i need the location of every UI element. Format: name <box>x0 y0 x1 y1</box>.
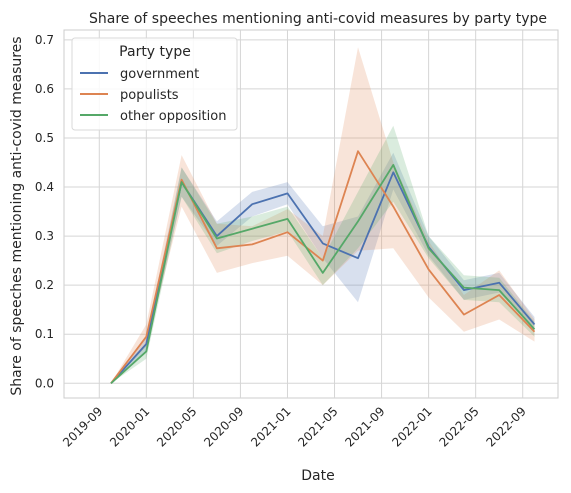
legend-entry: other opposition <box>120 109 226 124</box>
y-tick-labels: 0.0 0.1 0.2 0.3 0.4 0.5 0.6 0.7 <box>35 33 54 390</box>
confidence-band-1 <box>111 47 535 384</box>
legend: Party type government populists other oppo… <box>71 37 238 131</box>
series-line-1 <box>110 150 536 384</box>
y-tick-label: 0.7 <box>35 33 54 47</box>
y-axis-label: Share of speeches mentioning anti-covid … <box>9 36 25 395</box>
x-tick-label: 2019-09 <box>60 404 105 449</box>
legend-box <box>71 37 238 131</box>
x-tick-label: 2020-05 <box>154 404 199 449</box>
x-tick-label: 2021-01 <box>248 404 293 449</box>
confidence-bands <box>111 47 535 384</box>
y-tick-label: 0.3 <box>35 229 54 243</box>
y-tick-label: 0.4 <box>35 180 54 194</box>
x-tick-label: 2020-09 <box>201 404 246 449</box>
legend-entry: populists <box>120 88 179 103</box>
x-tick-label: 2020-01 <box>107 404 152 449</box>
confidence-band-0 <box>111 152 535 384</box>
legend-title: Party type <box>119 44 191 60</box>
x-tick-label: 2021-09 <box>342 404 387 449</box>
chart-title: Share of speeches mentioning anti-covid … <box>89 11 547 27</box>
y-tick-label: 0.2 <box>35 278 54 292</box>
x-tick-label: 2021-05 <box>295 404 340 449</box>
x-tick-label: 2022-09 <box>483 404 528 449</box>
y-tick-label: 0.5 <box>35 131 54 145</box>
legend-entry: government <box>120 67 199 82</box>
x-tick-labels: 2019-09 2020-01 2020-05 2020-09 2021-01 2021-… <box>60 404 529 449</box>
series-lines <box>110 150 536 384</box>
y-tick-label: 0.6 <box>35 82 54 96</box>
y-tick-label: 0.1 <box>35 327 54 341</box>
x-tick-label: 2022-05 <box>436 404 481 449</box>
grid-lines <box>64 30 558 398</box>
x-tick-label: 2022-01 <box>389 404 434 449</box>
series-line-2 <box>110 163 536 384</box>
x-axis-label: Date <box>301 468 334 484</box>
y-tick-label: 0.0 <box>35 376 54 390</box>
